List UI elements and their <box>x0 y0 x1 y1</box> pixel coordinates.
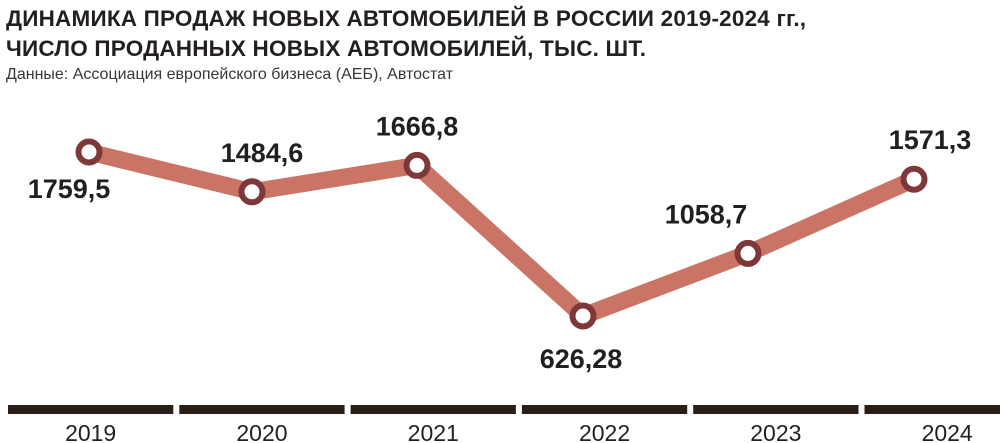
series-line <box>80 143 923 325</box>
axis-segment-2020 <box>179 405 345 414</box>
data-label-2023: 1058,7 <box>665 199 748 229</box>
data-point-2019 <box>75 138 103 166</box>
x-tick-label-2019: 2019 <box>65 420 116 443</box>
x-tick-label-2023: 2023 <box>750 420 801 443</box>
axis-segment-2021 <box>350 405 516 414</box>
chart-title: ДИНАМИКА ПРОДАЖ НОВЫХ АВТОМОБИЛЕЙ В РОСС… <box>6 4 806 64</box>
data-point-2024 <box>900 165 928 193</box>
source-note: Данные: Ассоциация европейского бизнеса … <box>6 66 454 83</box>
data-point-2021 <box>403 151 431 179</box>
x-tick-label-2024: 2024 <box>922 420 973 443</box>
data-label-2019: 1759,5 <box>28 174 111 204</box>
data-label-2021: 1666,8 <box>376 111 459 141</box>
data-point-2020 <box>238 178 266 206</box>
data-point-2022 <box>569 302 597 330</box>
data-label-2024: 1571,3 <box>889 125 972 155</box>
x-tick-label-2020: 2020 <box>236 420 287 443</box>
axis-segment-2023 <box>693 405 859 414</box>
axis-segment-2019 <box>8 405 174 414</box>
title-line-1: ДИНАМИКА ПРОДАЖ НОВЫХ АВТОМОБИЛЕЙ В РОСС… <box>6 6 807 31</box>
title-line-2: ЧИСЛО ПРОДАННЫХ НОВЫХ АВТОМОБИЛЕЙ, ТЫС. … <box>6 36 647 61</box>
axis-segment-2024 <box>864 405 1000 414</box>
data-label-2020: 1484,6 <box>221 138 304 168</box>
axis-segment-2022 <box>521 405 688 414</box>
data-label-2022: 626,28 <box>540 344 623 374</box>
x-tick-label-2022: 2022 <box>579 420 630 443</box>
x-tick-label-2021: 2021 <box>408 420 459 443</box>
data-point-2023 <box>734 239 762 267</box>
